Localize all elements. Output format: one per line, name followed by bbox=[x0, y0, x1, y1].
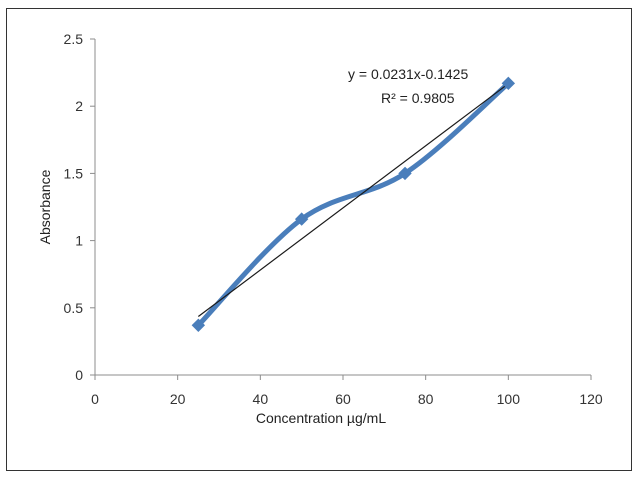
y-tick-label: 0.5 bbox=[64, 300, 84, 316]
data-point-marker bbox=[398, 166, 412, 181]
y-tick-label: 2.5 bbox=[64, 31, 84, 47]
y-ticks: 0 0.5 1 1.5 2 2.5 bbox=[64, 31, 95, 383]
axes bbox=[94, 39, 591, 376]
y-axis-title: Absorbance bbox=[37, 169, 53, 244]
x-axis-title: Concentration µg/mL bbox=[256, 410, 386, 426]
x-tick-label: 80 bbox=[418, 391, 434, 407]
x-tick-label: 0 bbox=[91, 391, 99, 407]
x-tick-label: 100 bbox=[497, 391, 521, 407]
y-tick-label: 0 bbox=[75, 367, 83, 383]
x-tick-label: 20 bbox=[170, 391, 186, 407]
series-layer bbox=[195, 80, 511, 328]
trendline-equation: y = 0.0231x-0.1425 bbox=[348, 66, 468, 82]
trendline-layer bbox=[197, 83, 509, 318]
series-line bbox=[195, 80, 511, 328]
data-point-marker bbox=[294, 212, 309, 226]
x-tick-label: 60 bbox=[335, 391, 351, 407]
y-tick-label: 1.5 bbox=[64, 165, 84, 181]
x-tick-label: 40 bbox=[253, 391, 269, 407]
trendline bbox=[197, 83, 509, 318]
data-point-marker bbox=[501, 76, 516, 91]
x-tick-label: 120 bbox=[579, 391, 603, 407]
y-tick-label: 2 bbox=[75, 98, 83, 114]
x-ticks: 0 20 40 60 80 100 120 bbox=[91, 375, 603, 407]
y-tick-label: 1 bbox=[75, 233, 83, 249]
data-point-marker bbox=[191, 318, 206, 332]
trendline-r-squared: R² = 0.9805 bbox=[381, 90, 455, 106]
chart-frame bbox=[6, 8, 632, 471]
marker-layer bbox=[191, 76, 516, 332]
